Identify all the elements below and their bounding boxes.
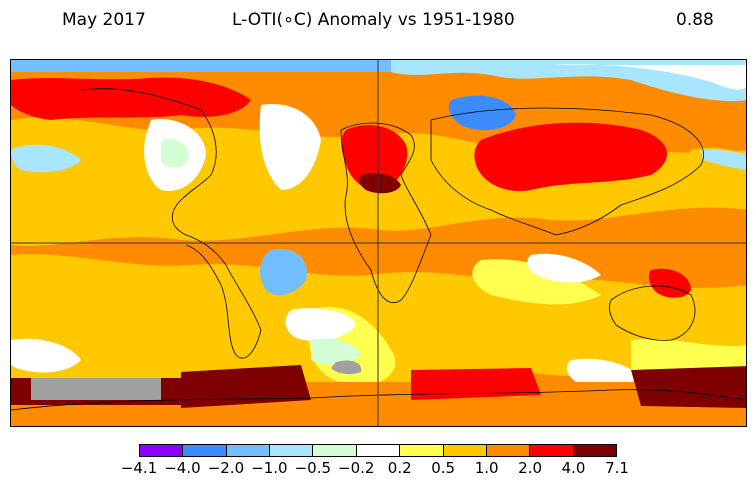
colorbar-tick-label: −0.5 <box>294 459 332 477</box>
antarctic-very-hot-east <box>631 366 746 408</box>
colorbar-swatch <box>443 445 487 456</box>
colorbar-swatch <box>183 445 227 456</box>
canada-light-cool <box>161 138 190 168</box>
north-pacific-east-cool <box>701 149 746 170</box>
colorbar-tick-label: 0.2 <box>387 459 412 477</box>
colorbar-swatch <box>313 445 357 456</box>
europe-hot <box>341 125 408 191</box>
colorbar-tick-label: 7.1 <box>605 459 629 477</box>
antarctica-coast <box>11 389 746 411</box>
colorbar-swatch <box>140 445 184 456</box>
south-atlantic-light-cool <box>311 338 361 365</box>
antarctic-hot-east <box>411 368 541 400</box>
europe-africa-coast <box>340 122 432 303</box>
indian-ocean-white <box>527 253 601 283</box>
siberia-hot <box>474 122 668 191</box>
colorbar-swatch <box>270 445 314 456</box>
colorbar-swatch <box>356 445 401 456</box>
anomaly-map <box>10 59 747 427</box>
colorbar-tick-label: −2.0 <box>207 459 245 477</box>
southeast-pacific-white <box>11 338 81 373</box>
north-africa-very-hot <box>358 173 401 194</box>
australia-hot <box>648 268 691 298</box>
antarctic-missing-data <box>31 378 161 400</box>
anomaly-map-canvas <box>11 60 746 426</box>
scandinavia-cold <box>448 95 516 131</box>
indian-ocean-yellow <box>472 259 601 305</box>
colorbar-swatch <box>573 445 616 456</box>
antarctic-very-hot-central <box>181 365 311 408</box>
colorbar-swatch <box>530 445 574 456</box>
americas-coast <box>80 88 262 359</box>
colorbar-tick-label: 2.0 <box>518 459 543 477</box>
colorbar <box>139 444 617 457</box>
north-pacific-cool <box>11 144 81 173</box>
colorbar-tick-label: 0.5 <box>431 459 456 477</box>
north-america-hot <box>11 77 251 120</box>
arctic-white <box>551 64 746 90</box>
colorbar-swatch <box>486 445 531 456</box>
colorbar-swatch <box>400 445 444 456</box>
southern-indian-white <box>566 358 641 387</box>
asia-coast <box>430 107 704 236</box>
colorbar-tick-label: −4.1 <box>120 459 158 477</box>
antarctic-peninsula-missing <box>331 360 362 375</box>
colorbar-tick-label: −0.2 <box>338 459 375 477</box>
brazil-cool <box>259 249 307 296</box>
south-atlantic-white <box>285 308 356 342</box>
colorbar-ticks: −4.1 −4.0 −2.0 −1.0 −0.5 −0.2 0.2 0.5 1.0 2.0 4.0 7… <box>121 459 629 479</box>
colorbar-tick-label: −1.0 <box>251 459 288 477</box>
map-date-label: May 2017 <box>62 10 146 30</box>
coastlines <box>11 88 746 411</box>
colorbar-tick-label: −4.0 <box>164 459 201 477</box>
map-title: L-OTI(∘C) Anomaly vs 1951-1980 <box>232 10 515 30</box>
australia-coast <box>609 285 696 341</box>
colorbar-tick-label: 4.0 <box>561 459 586 477</box>
north-atlantic-white <box>259 104 321 190</box>
global-mean-anomaly: 0.88 <box>676 10 714 30</box>
colorbar-swatch <box>226 445 271 456</box>
colorbar-tick-label: 1.0 <box>474 459 499 477</box>
